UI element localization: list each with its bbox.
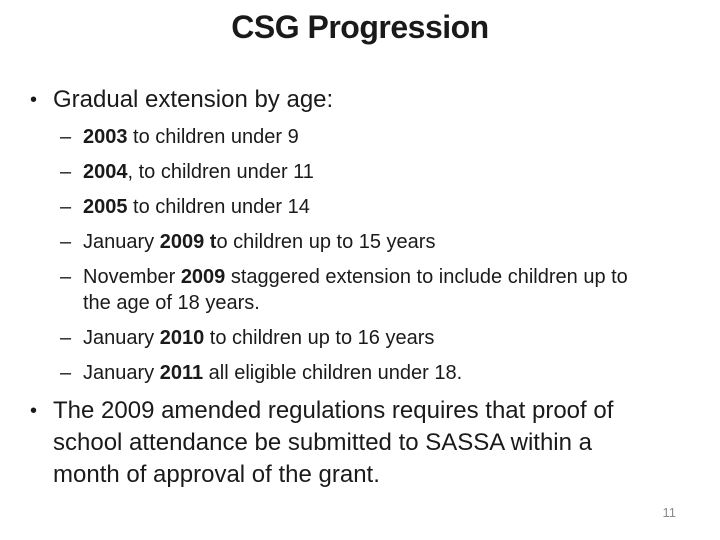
bold-text-segment: 2009 t (159, 231, 217, 253)
text-segment: November (83, 266, 181, 288)
sub-bullet-item-1: –2003 to children under 9 (60, 124, 692, 150)
text-segment: January (83, 362, 160, 384)
text-segment: staggered extension to include children … (83, 266, 628, 314)
dash-icon: – (60, 231, 72, 253)
bullet-icon: • (30, 400, 38, 422)
text-segment: The 2009 amended regulations requires th… (53, 397, 614, 488)
sub-bullet-text: 2004, to children under 11 (83, 159, 314, 185)
text-segment: all eligible children under 18. (203, 362, 463, 384)
sub-bullet-text: January 2009 to children up to 15 years (83, 229, 435, 255)
text-segment: January (83, 327, 160, 349)
dash-icon: – (60, 161, 72, 183)
sub-bullet-item-7: – January 2011 all eligible children unde… (60, 360, 692, 386)
text-segment: , to children under 11 (127, 161, 314, 183)
text-segment: to children under 14 (127, 196, 310, 218)
text-segment: to children up to 16 years (204, 327, 435, 349)
page-number: 11 (662, 505, 677, 520)
bullet-icon: • (30, 89, 38, 111)
sub-bullet-text: November 2009 staggered extension to inc… (83, 264, 643, 316)
bold-text-segment: 2003 (83, 126, 128, 148)
sub-bullet-item-6: – January 2010 to children up to 16 years (60, 325, 692, 351)
dash-icon: – (60, 196, 72, 218)
dash-icon: – (60, 266, 72, 288)
slide-title: CSG Progression (231, 9, 489, 45)
text-segment: o children up to 15 years (216, 231, 436, 253)
bold-text-segment: 2009 (180, 266, 226, 288)
text-segment: Gradual extension by age: (53, 86, 334, 113)
sub-bullet-item-5: – November 2009 staggered extension to in… (60, 264, 692, 316)
bold-text-segment: 2010 (159, 327, 205, 349)
dash-icon: – (60, 126, 72, 148)
bold-text-segment: 2011 (159, 362, 204, 384)
sub-bullet-text: January 2010 to children up to 16 years (83, 325, 434, 351)
bullet-text: The 2009 amended regulations requires th… (53, 395, 655, 491)
text-segment: January (83, 231, 160, 253)
slide-body: • Gradual extension by age: –2003 to child… (30, 84, 692, 491)
bold-text-segment: 2005 (83, 196, 128, 218)
text-segment: to children under 9 (127, 126, 299, 148)
sub-bullet-text: 2003 to children under 9 (83, 124, 299, 150)
sub-bullet-item-3: –2005 to children under 14 (60, 194, 692, 220)
sub-bullet-text: January 2011 all eligible children under… (83, 360, 462, 386)
sub-bullet-item-4: – January 2009 to children up to 15 years (60, 229, 692, 255)
bullet-text: Gradual extension by age: (53, 84, 333, 116)
sub-bullet-text: 2005 to children under 14 (83, 194, 310, 220)
sub-bullet-list: –2003 to children under 9–2004, to child… (60, 124, 692, 386)
sub-bullet-item-2: –2004, to children under 11 (60, 159, 692, 185)
bullet-item-2: • The 2009 amended regulations requires t… (30, 395, 692, 491)
bold-text-segment: 2004 (83, 161, 128, 183)
dash-icon: – (60, 362, 72, 384)
dash-icon: – (60, 327, 72, 349)
bullet-item-1: • Gradual extension by age: (30, 84, 692, 116)
